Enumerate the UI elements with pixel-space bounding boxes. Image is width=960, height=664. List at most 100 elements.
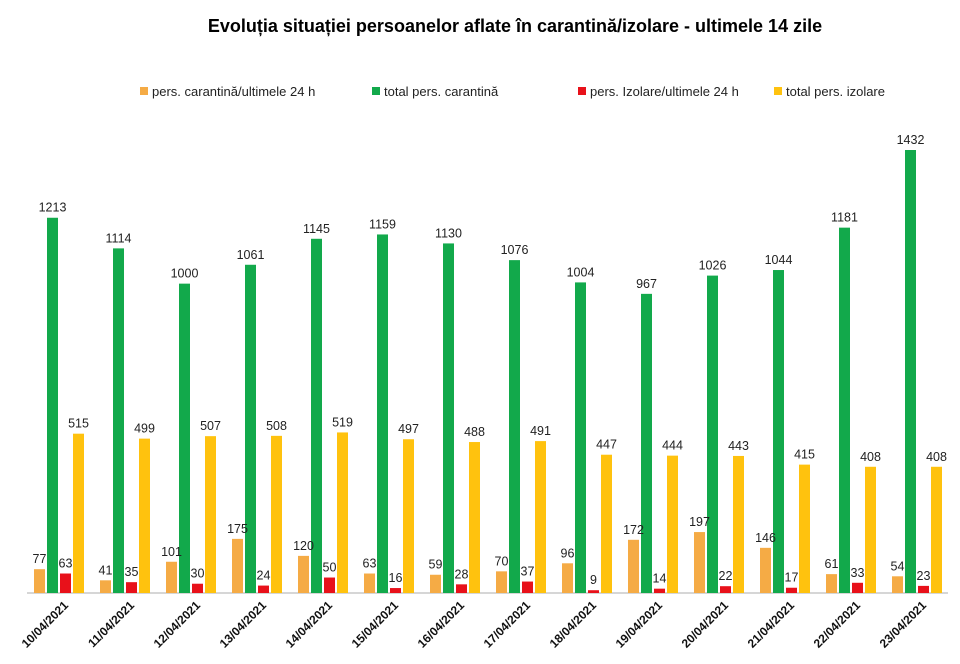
bar (113, 248, 124, 593)
data-label: 16 (389, 571, 403, 585)
bar (324, 577, 335, 593)
data-label: 1026 (699, 259, 727, 273)
bar (73, 433, 84, 593)
data-label: 1432 (897, 133, 925, 147)
bar (707, 275, 718, 593)
bar (694, 532, 705, 593)
data-label: 70 (495, 554, 509, 568)
data-label: 63 (59, 557, 73, 571)
bar (469, 442, 480, 593)
data-label: 172 (623, 523, 644, 537)
bar (364, 573, 375, 593)
data-label: 1159 (369, 217, 396, 231)
bar (628, 539, 639, 593)
bar (588, 590, 599, 593)
x-tick-label: 12/04/2021 (151, 598, 204, 651)
bar (456, 584, 467, 593)
x-tick-label: 13/04/2021 (217, 598, 270, 651)
data-label: 519 (332, 415, 353, 429)
bar (852, 582, 863, 593)
bar (667, 455, 678, 593)
data-label: 1181 (831, 211, 858, 225)
bars (34, 150, 942, 594)
bar (139, 438, 150, 593)
bar (100, 580, 111, 593)
legend-label: pers. carantină/ultimele 24 h (152, 84, 315, 99)
x-tick-label: 18/04/2021 (547, 598, 600, 651)
bar (720, 586, 731, 593)
bar (562, 563, 573, 593)
bar (258, 585, 269, 593)
data-label: 37 (521, 565, 535, 579)
bar (377, 234, 388, 594)
bar (47, 217, 58, 593)
bar (179, 283, 190, 593)
bar (509, 260, 520, 593)
data-label: 443 (728, 439, 749, 453)
data-label: 415 (794, 448, 815, 462)
data-label: 508 (266, 419, 287, 433)
x-tick-label: 11/04/2021 (85, 598, 137, 650)
data-label: 408 (926, 450, 947, 464)
legend-swatch (140, 87, 148, 95)
data-label: 175 (227, 522, 248, 536)
bar (126, 582, 137, 593)
data-label: 967 (636, 277, 657, 291)
bar (773, 270, 784, 593)
data-label: 24 (257, 569, 271, 583)
data-label: 1145 (303, 222, 330, 236)
bar (192, 583, 203, 593)
data-label: 120 (293, 539, 314, 553)
data-label: 77 (33, 552, 47, 566)
x-tick-label: 23/04/2021 (877, 598, 930, 651)
bar (390, 588, 401, 593)
data-label: 1114 (106, 231, 132, 245)
bar (865, 466, 876, 593)
x-tick-label: 16/04/2021 (415, 598, 468, 651)
data-label: 1076 (501, 243, 529, 257)
data-label: 197 (689, 515, 710, 529)
bar (601, 454, 612, 593)
bar (892, 576, 903, 593)
chart-title: Evoluția situației persoanelor aflate în… (208, 16, 822, 36)
data-label: 488 (464, 425, 485, 439)
data-label: 444 (662, 439, 683, 453)
data-label: 50 (323, 561, 337, 575)
data-label: 59 (429, 558, 443, 572)
x-tick-label: 10/04/2021 (19, 598, 72, 651)
data-label: 33 (851, 566, 865, 580)
bar (34, 569, 45, 593)
bar (443, 243, 454, 594)
data-label: 61 (825, 557, 839, 571)
legend-label: total pers. carantină (384, 84, 499, 99)
bar (918, 585, 929, 593)
bar (298, 555, 309, 593)
legend: pers. carantină/ultimele 24 h total pers.… (140, 84, 885, 99)
bar (496, 571, 507, 593)
data-label: 54 (891, 559, 905, 573)
bar (760, 547, 771, 593)
bar (535, 441, 546, 593)
bar (522, 581, 533, 593)
data-label: 515 (68, 417, 89, 431)
bar (166, 561, 177, 593)
data-label: 30 (191, 567, 205, 581)
x-tick-label: 14/04/2021 (283, 598, 336, 651)
data-label: 1004 (567, 265, 595, 279)
data-label: 23 (917, 569, 931, 583)
data-label: 14 (653, 572, 667, 586)
data-label: 507 (200, 419, 221, 433)
bar (430, 574, 441, 593)
data-label: 491 (530, 424, 551, 438)
bar (826, 574, 837, 593)
bar (575, 282, 586, 593)
bar (271, 435, 282, 593)
data-label: 1061 (237, 248, 265, 262)
bar (337, 432, 348, 593)
data-label: 408 (860, 450, 881, 464)
x-tick-label: 15/04/2021 (349, 598, 402, 651)
x-tick-label: 22/04/2021 (811, 598, 864, 651)
data-label: 41 (99, 563, 113, 577)
legend-swatch (578, 87, 586, 95)
